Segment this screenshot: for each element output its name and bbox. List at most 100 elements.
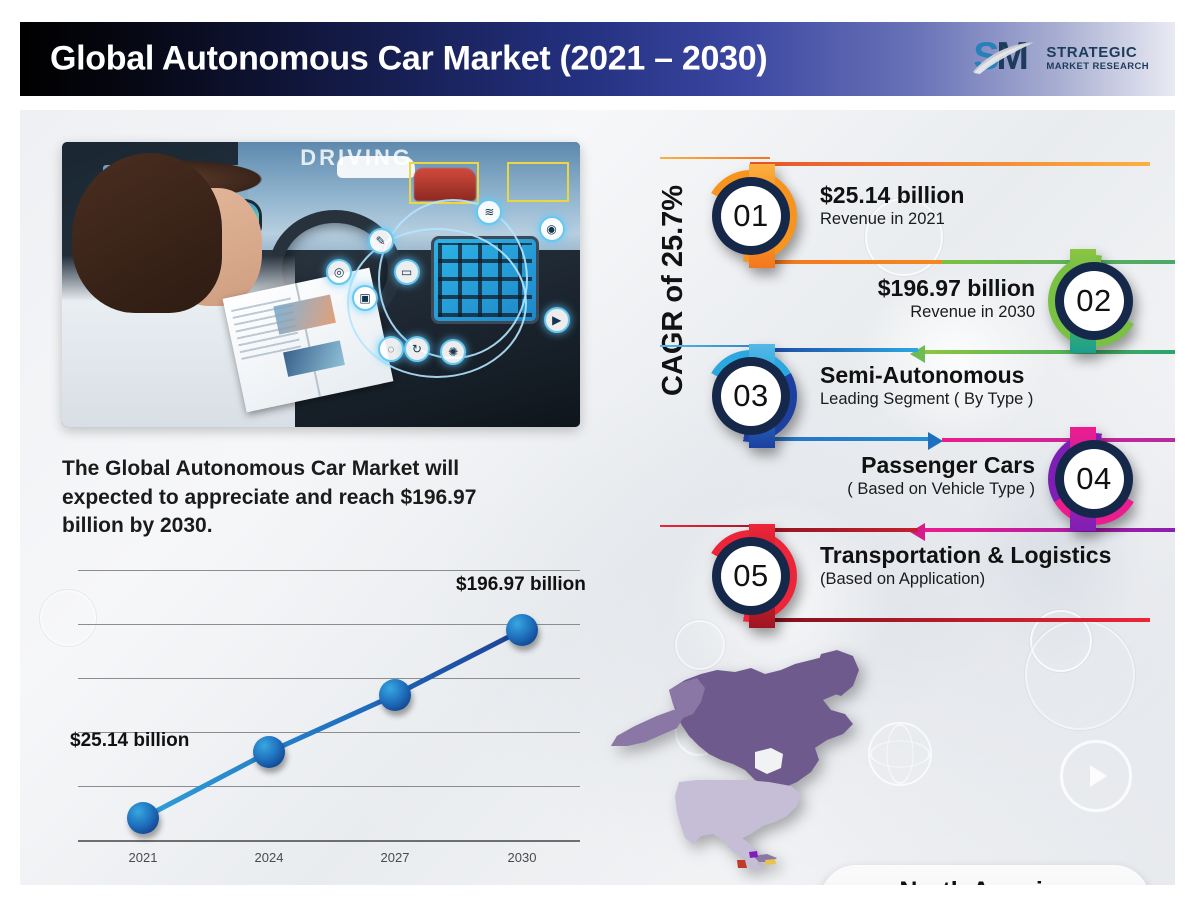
map-highlight-marker: [737, 860, 747, 868]
map-alaska: [611, 708, 683, 746]
speed-icon: ◎: [326, 258, 353, 285]
logo-line-1: STRATEGIC: [1046, 44, 1138, 62]
item-02-top-bar: [942, 260, 1175, 264]
content-panel: DRIVING ≋ ◉ ▭ ▣ ✺ ▶ ✎ ◎ ◌ ↻: [20, 110, 1175, 885]
photo-detection-box: [507, 161, 570, 202]
chart-point-label-end: $196.97 billion: [456, 574, 586, 595]
play-icon: [1060, 740, 1132, 812]
logo-mark-icon: SM: [973, 35, 1037, 79]
page-title: Global Autonomous Car Market (2021 – 203…: [50, 39, 768, 78]
header-bar: Global Autonomous Car Market (2021 – 203…: [20, 22, 1175, 96]
badge-03[interactable]: 03: [705, 344, 797, 448]
map-mexico: [701, 830, 763, 864]
logo-wordmark: STRATEGIC MARKET RESEARCH: [1046, 44, 1149, 73]
globe-icon: ✺: [440, 338, 467, 365]
badge-01-face: 01: [721, 186, 781, 246]
badge-02[interactable]: 02: [1048, 249, 1140, 353]
chart-x-tick: 2024: [254, 850, 284, 865]
item-01-bottom-bar: [750, 260, 1080, 264]
map-usa: [675, 780, 801, 848]
item-04-bottom-bar: [925, 528, 1175, 532]
chart-plot: [127, 614, 538, 834]
gauge-icon: ◌: [377, 335, 404, 362]
item-01-top-bar: [750, 162, 1150, 166]
item-03-text: Semi-Autonomous Leading Segment ( By Typ…: [820, 362, 1033, 410]
badge-03-number: 03: [733, 378, 769, 413]
item-02-subtitle: Revenue in 2030: [910, 303, 1035, 322]
chart-point-label-start: $25.14 billion: [70, 730, 190, 751]
item-02-title: $196.97 billion: [877, 275, 1035, 301]
item-04-text: Passenger Cars ( Based on Vehicle Type ): [650, 452, 1035, 500]
chart-point: [253, 736, 285, 768]
map-central-america: [745, 858, 763, 870]
chart-gridline: [78, 786, 580, 787]
badge-04-number: 04: [1076, 461, 1112, 496]
item-03-arrow-icon: [928, 432, 943, 450]
item-01-stub: [660, 157, 770, 159]
badge-05-face: 05: [721, 546, 781, 606]
item-04-subtitle: ( Based on Vehicle Type ): [847, 480, 1035, 499]
chart-x-tick: 2030: [507, 850, 537, 865]
map-shape: [611, 650, 859, 870]
item-04-arrow-icon: [910, 523, 925, 541]
photo-red-car: [414, 167, 477, 201]
badge-02-number: 02: [1076, 283, 1112, 318]
item-02-bottom-bar: [925, 350, 1175, 354]
item-05-subtitle: (Based on Application): [820, 570, 986, 589]
brand-logo: SM STRATEGIC MARKET RESEARCH: [973, 35, 1149, 79]
play-icon: ▶: [543, 307, 570, 334]
hero-photo: DRIVING ≋ ◉ ▭ ▣ ✺ ▶ ✎ ◎ ◌ ↻: [62, 142, 580, 427]
chart-axis-line: [78, 840, 580, 842]
item-02-text: $196.97 billion Revenue in 2030: [650, 275, 1035, 323]
logo-initials: SM: [973, 35, 1028, 78]
photo-passenger-hair: [72, 153, 223, 314]
map-greenland: [817, 650, 859, 696]
revenue-line-chart: $25.14 billion $196.97 billion 2021 2024…: [58, 562, 588, 865]
chart-point: [379, 679, 411, 711]
car-icon: ▭: [393, 258, 420, 285]
logo-line-2: MARKET RESEARCH: [1046, 61, 1149, 73]
map-alaska-main: [669, 678, 705, 718]
badge-05[interactable]: 05: [705, 524, 797, 628]
badge-02-face: 02: [1064, 271, 1124, 331]
refresh-icon: ↻: [403, 335, 430, 362]
chart-gridline: [78, 732, 580, 733]
chart-x-tick: 2027: [380, 850, 410, 865]
map-hudson-bay: [755, 748, 783, 774]
chart-series-line: [141, 627, 524, 821]
photo-nav-screen: [430, 236, 539, 325]
item-04-top-bar: [942, 438, 1175, 442]
item-05-title: Transportation & Logistics: [820, 542, 1112, 568]
item-01-text: $25.14 billion Revenue in 2021: [820, 182, 964, 230]
chart-gridline: [78, 624, 580, 625]
chip-icon: ▣: [352, 284, 379, 311]
chart-point: [127, 802, 159, 834]
logo-letter-s: S: [973, 35, 999, 78]
badge-03-face: 03: [721, 366, 781, 426]
chart-gridline: [78, 678, 580, 679]
item-01-subtitle: Revenue in 2021: [820, 210, 945, 229]
steering-icon: ✎: [367, 227, 394, 254]
region-name: North America: [899, 877, 1070, 885]
region-callout: North America Dominating Region: [820, 865, 1150, 885]
badge-01[interactable]: 01: [705, 164, 797, 268]
location-pin-icon: ◉: [538, 216, 565, 243]
photo-ghost-car-icon: [336, 156, 415, 179]
photo-detection-box: [409, 161, 480, 204]
badge-04[interactable]: 04: [1048, 427, 1140, 531]
item-05-top-bar: [750, 528, 918, 532]
map-accent-a: [749, 851, 758, 858]
badge-05-number: 05: [733, 558, 769, 593]
chart-x-tick: 2021: [128, 850, 158, 865]
item-03-bottom-bar: [750, 437, 930, 441]
chart-gridline: [78, 570, 580, 571]
badge-04-face: 04: [1064, 449, 1124, 509]
summary-text: The Global Autonomous Car Market will ex…: [62, 457, 477, 538]
logo-letter-m: M: [996, 35, 1028, 78]
item-05-bottom-bar: [750, 618, 1150, 622]
item-01-title: $25.14 billion: [820, 182, 965, 208]
wifi-icon: ≋: [476, 199, 503, 225]
map-accent-b: [765, 859, 776, 865]
item-04-title: Passenger Cars: [861, 452, 1035, 478]
